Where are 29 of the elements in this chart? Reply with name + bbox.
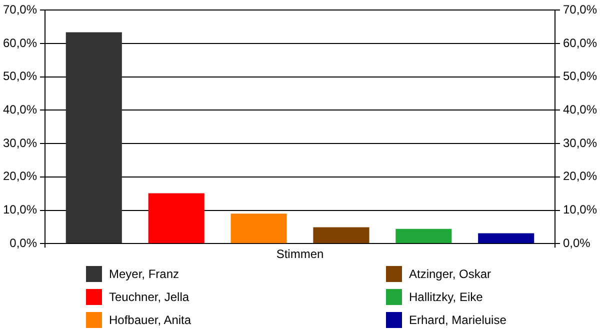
text: 40,0%	[562, 102, 598, 117]
text: 10,0%	[562, 202, 598, 217]
y-tick-label: 0,0%	[10, 236, 38, 250]
y-tick-label: 30,0%	[2, 136, 38, 150]
legend-label: Erhard, Marieluise	[409, 312, 506, 326]
text: 0,0%	[562, 236, 590, 250]
legend-label: Hallitzky, Eike	[409, 290, 483, 304]
bar	[148, 193, 204, 244]
y-tick-label: 20,0%	[2, 169, 38, 184]
bar	[396, 228, 452, 244]
text: 70,0%	[562, 2, 598, 17]
x-tick-label: Stimmen	[276, 247, 324, 262]
bar	[66, 32, 122, 244]
legend-label: Meyer, Franz	[109, 266, 180, 280]
y-tick-label: 60,0%	[2, 36, 38, 50]
legend-label: Hofbauer, Anita	[109, 312, 192, 326]
y-tick-label: 70,0%	[2, 2, 38, 17]
y-tick-label: 10,0%	[2, 202, 38, 217]
bar	[478, 233, 534, 244]
text: 20,0%	[562, 169, 598, 184]
bar	[313, 227, 370, 244]
y-tick-label: 40,0%	[2, 102, 38, 117]
legend-label: Atzinger, Oskar	[409, 266, 492, 280]
y-tick-label: 50,0%	[2, 69, 38, 84]
bar	[230, 214, 287, 244]
text: 30,0%	[562, 136, 598, 150]
legend-label: Teuchner, Jella	[109, 290, 190, 304]
text: 60,0%	[562, 36, 598, 50]
text: 50,0%	[562, 69, 598, 84]
